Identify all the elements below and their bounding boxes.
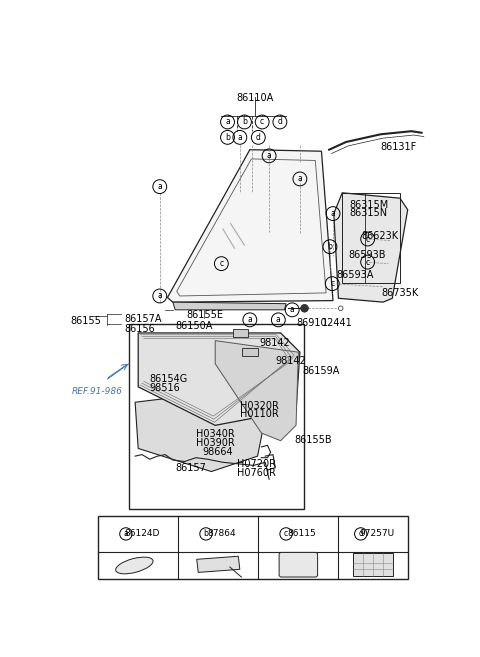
Polygon shape xyxy=(138,333,300,425)
Text: a: a xyxy=(225,118,230,126)
Text: 86157: 86157 xyxy=(175,463,206,473)
Text: 86159A: 86159A xyxy=(302,366,339,376)
Text: a: a xyxy=(238,133,242,142)
Text: a: a xyxy=(290,306,295,314)
Text: 87864: 87864 xyxy=(208,530,237,538)
Text: 86156: 86156 xyxy=(124,324,155,334)
Text: d: d xyxy=(256,133,261,142)
Text: a: a xyxy=(157,292,162,300)
Bar xyxy=(129,324,304,509)
Text: b: b xyxy=(242,118,247,126)
Text: 98142: 98142 xyxy=(260,338,290,348)
Text: 86150A: 86150A xyxy=(175,321,213,330)
Text: b: b xyxy=(225,133,230,142)
Polygon shape xyxy=(173,302,286,310)
Bar xyxy=(98,516,408,579)
Text: 86110A: 86110A xyxy=(237,93,274,102)
Text: 86623K: 86623K xyxy=(361,231,398,241)
Text: 12441: 12441 xyxy=(322,318,352,328)
Text: 86315N: 86315N xyxy=(349,208,387,218)
Text: 97257U: 97257U xyxy=(360,530,395,538)
Text: 86910: 86910 xyxy=(296,318,327,328)
Text: d: d xyxy=(277,118,282,126)
Text: a: a xyxy=(123,530,128,538)
Text: b: b xyxy=(327,242,332,251)
Text: 86593A: 86593A xyxy=(337,270,374,280)
Text: c: c xyxy=(366,258,370,267)
Text: 98142: 98142 xyxy=(275,356,306,366)
Polygon shape xyxy=(168,150,333,302)
Text: c: c xyxy=(260,118,264,126)
Text: a: a xyxy=(267,151,272,160)
Ellipse shape xyxy=(116,557,153,574)
Polygon shape xyxy=(242,348,258,356)
Text: 86115: 86115 xyxy=(288,530,317,538)
Polygon shape xyxy=(135,387,269,472)
Text: 86155E: 86155E xyxy=(186,310,223,320)
Text: 98664: 98664 xyxy=(202,447,233,457)
Text: a: a xyxy=(298,175,302,183)
Text: 86315M: 86315M xyxy=(349,200,388,210)
Text: c: c xyxy=(330,279,334,288)
Text: H0110R: H0110R xyxy=(240,409,278,419)
Text: 86735K: 86735K xyxy=(382,288,419,298)
Text: c: c xyxy=(284,530,288,538)
Text: a: a xyxy=(248,315,252,325)
Polygon shape xyxy=(334,193,408,302)
Text: 86157A: 86157A xyxy=(124,313,162,324)
Text: b: b xyxy=(204,530,208,538)
Text: a: a xyxy=(157,182,162,191)
Text: H0340R: H0340R xyxy=(196,429,235,439)
Text: H0760R: H0760R xyxy=(237,468,276,478)
Text: REF.91-986: REF.91-986 xyxy=(72,387,123,396)
Text: 98516: 98516 xyxy=(150,383,180,393)
Bar xyxy=(353,553,393,576)
Text: 86155: 86155 xyxy=(71,316,101,326)
Text: c: c xyxy=(219,259,223,268)
Polygon shape xyxy=(233,329,248,337)
Text: a: a xyxy=(276,315,281,325)
Text: 86131F: 86131F xyxy=(381,142,417,152)
Text: c: c xyxy=(366,235,370,244)
Text: d: d xyxy=(358,530,363,538)
Text: 86154G: 86154G xyxy=(150,374,188,384)
Text: H0320R: H0320R xyxy=(240,401,279,411)
Text: a: a xyxy=(331,209,336,218)
Polygon shape xyxy=(197,556,240,572)
Polygon shape xyxy=(215,340,299,441)
Text: H0720R: H0720R xyxy=(237,459,276,469)
FancyBboxPatch shape xyxy=(279,553,318,577)
Text: 86155B: 86155B xyxy=(295,434,332,445)
Text: 86593B: 86593B xyxy=(348,250,386,260)
Text: H0390R: H0390R xyxy=(196,438,235,447)
Bar xyxy=(342,193,400,283)
Circle shape xyxy=(300,304,308,312)
Text: 86124D: 86124D xyxy=(124,530,160,538)
